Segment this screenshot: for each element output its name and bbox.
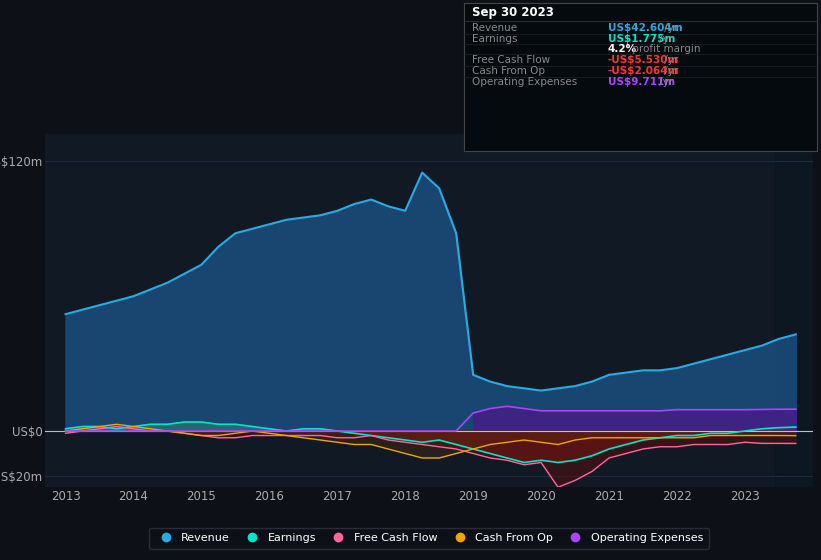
Text: /yr: /yr: [661, 23, 678, 33]
Text: Free Cash Flow: Free Cash Flow: [472, 55, 550, 65]
Text: Earnings: Earnings: [472, 34, 517, 44]
Text: 4.2%: 4.2%: [608, 44, 636, 54]
Text: /yr: /yr: [656, 34, 673, 44]
Text: /yr: /yr: [656, 77, 673, 87]
Text: US$1.775m: US$1.775m: [608, 34, 675, 44]
Text: Operating Expenses: Operating Expenses: [472, 77, 577, 87]
Text: /yr: /yr: [661, 66, 678, 76]
Text: -US$2.064m: -US$2.064m: [608, 66, 679, 76]
Bar: [775, 134, 813, 487]
Text: profit margin: profit margin: [629, 44, 700, 54]
Legend: Revenue, Earnings, Free Cash Flow, Cash From Op, Operating Expenses: Revenue, Earnings, Free Cash Flow, Cash …: [149, 528, 709, 549]
Text: Revenue: Revenue: [472, 23, 517, 33]
Text: US$9.711m: US$9.711m: [608, 77, 675, 87]
Text: Cash From Op: Cash From Op: [472, 66, 545, 76]
Text: US$42.604m: US$42.604m: [608, 23, 682, 33]
Text: Sep 30 2023: Sep 30 2023: [472, 6, 554, 19]
Text: /yr: /yr: [661, 55, 678, 65]
Text: -US$5.530m: -US$5.530m: [608, 55, 679, 65]
